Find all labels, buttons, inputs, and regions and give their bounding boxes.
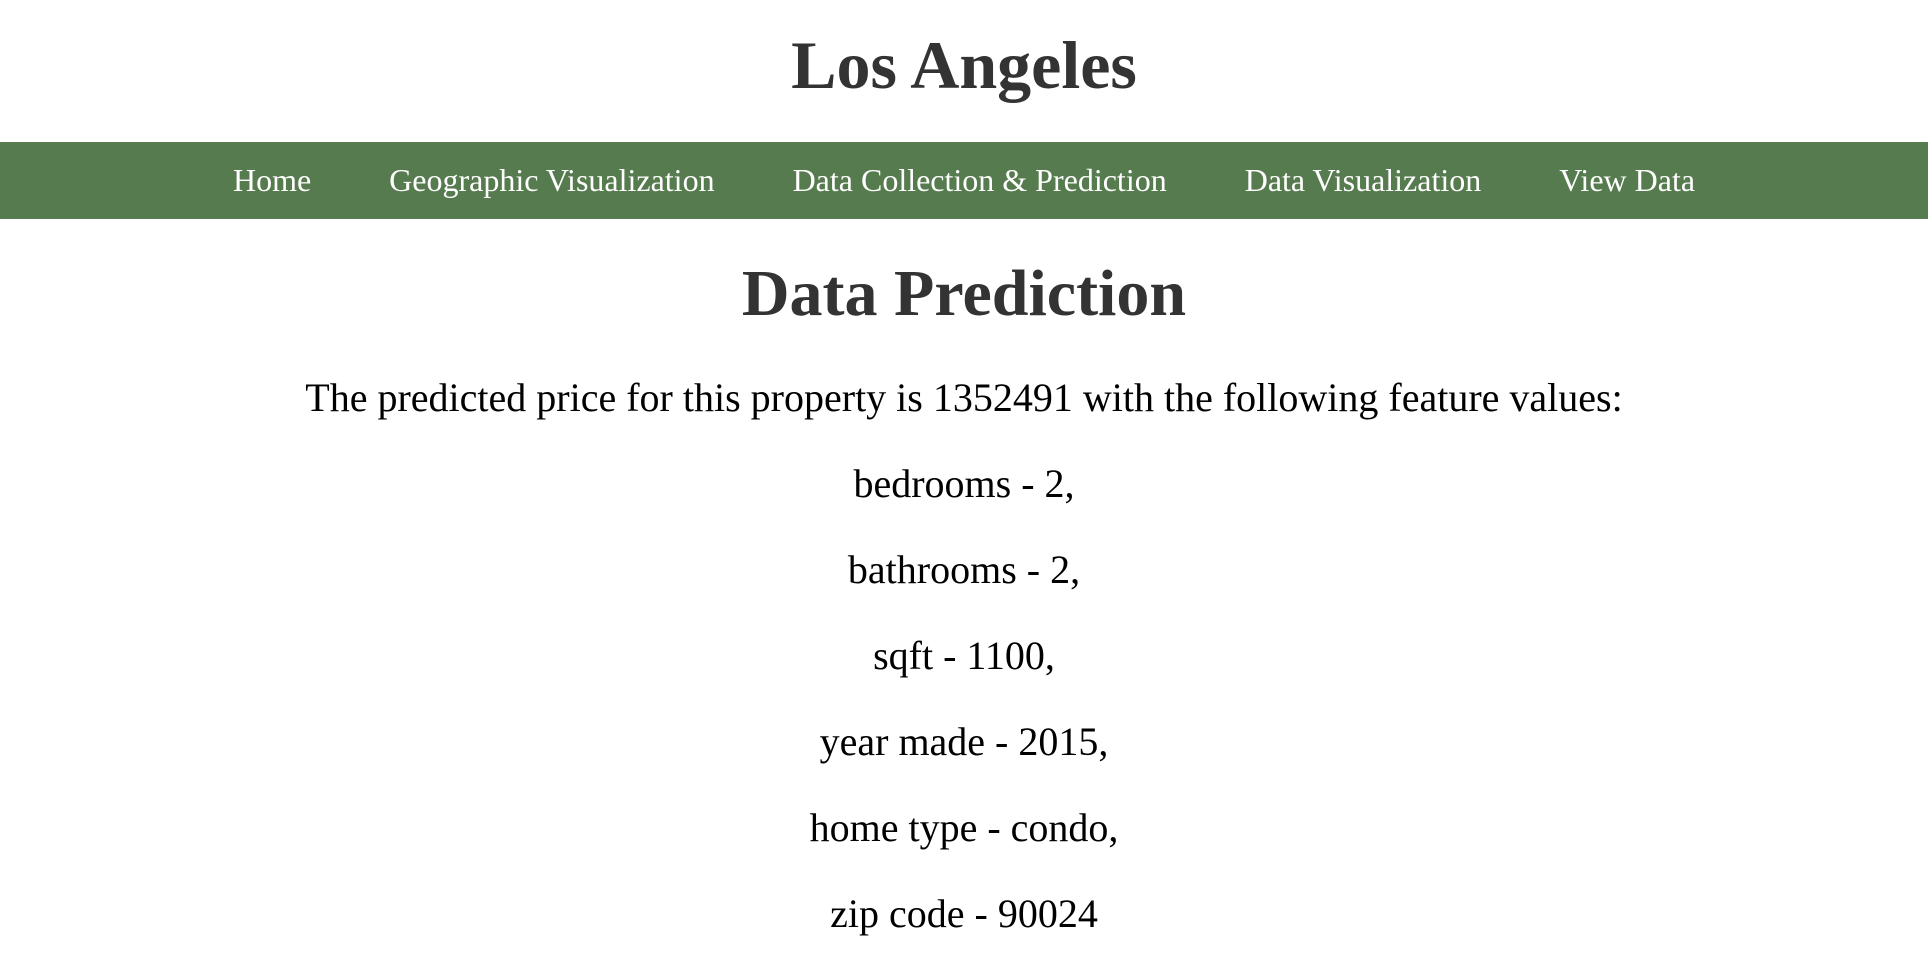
- feature-bathrooms: bathrooms - 2,: [847, 547, 1081, 592]
- nav-link-home[interactable]: Home: [232, 162, 312, 198]
- feature-home-type: home type - condo,: [809, 805, 1119, 850]
- site-title: Los Angeles: [791, 27, 1137, 103]
- nav-link-data-visualization[interactable]: Data Visualization: [1244, 162, 1482, 198]
- nav-link-geographic-visualization[interactable]: Geographic Visualization: [389, 162, 715, 198]
- feature-zip-code: zip code - 90024: [830, 891, 1098, 936]
- main-content: Data Prediction The predicted price for …: [0, 219, 1928, 939]
- nav-link-view-data[interactable]: View Data: [1559, 162, 1696, 198]
- page-heading: Data Prediction: [741, 257, 1187, 330]
- feature-sqft: sqft - 1100,: [873, 633, 1055, 678]
- nav-link-data-collection-prediction[interactable]: Data Collection & Prediction: [792, 162, 1167, 198]
- prediction-summary: The predicted price for this property is…: [305, 375, 1623, 420]
- main-navbar: Home Geographic Visualization Data Colle…: [0, 142, 1928, 219]
- feature-year-made: year made - 2015,: [819, 719, 1109, 764]
- feature-bedrooms: bedrooms - 2,: [853, 461, 1075, 506]
